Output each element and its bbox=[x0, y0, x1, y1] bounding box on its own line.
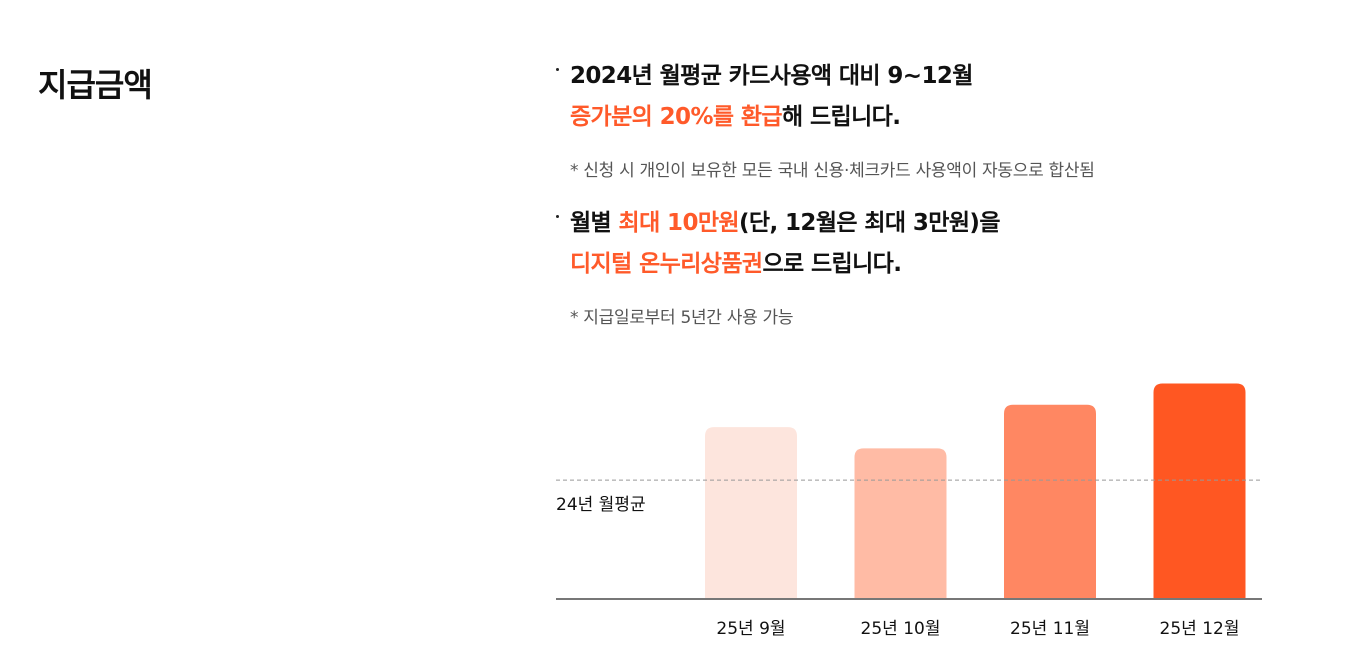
point-line-2: 디지털 온누리상품권으로 드립니다. bbox=[556, 244, 1000, 285]
point-line-1: 월별 최대 10만원(단, 12월은 최대 3만원)을 bbox=[556, 203, 1000, 244]
point-line-2: 증가분의 20%를 환급해 드립니다. bbox=[556, 97, 973, 138]
x-tick-label: 25년 10월 bbox=[861, 619, 941, 639]
section-title: 지급금액 bbox=[38, 66, 153, 104]
content-area: 2024년 월평균 카드사용액 대비 9~12월 증가분의 20%를 환급해 드… bbox=[556, 0, 1296, 666]
text-segment: 월별 bbox=[570, 210, 619, 236]
point-line-1: 2024년 월평균 카드사용액 대비 9~12월 bbox=[556, 56, 973, 97]
benefit-point-refund: 2024년 월평균 카드사용액 대비 9~12월 증가분의 20%를 환급해 드… bbox=[556, 56, 973, 138]
highlight-text: 디지털 온누리상품권 bbox=[570, 251, 763, 277]
monthly-refund-bar-chart: 24년 월평균 25년 9월 25년 10월 25년 11월 25년 12월 bbox=[556, 383, 1262, 639]
bar-1 bbox=[705, 427, 797, 598]
bar-2 bbox=[854, 448, 947, 598]
x-tick-labels: 25년 9월 25년 10월 25년 11월 25년 12월 bbox=[716, 619, 1239, 639]
bar-4 bbox=[1153, 383, 1246, 598]
point-note: * 신청 시 개인이 보유한 모든 국내 신용·체크카드 사용액이 자동으로 합… bbox=[570, 161, 1095, 181]
text-segment: (단, 12월은 최대 3만원)을 bbox=[739, 210, 1000, 236]
point-note: * 지급일로부터 5년간 사용 가능 bbox=[570, 308, 794, 328]
x-tick-label: 25년 12월 bbox=[1160, 619, 1240, 639]
reference-line-label: 24년 월평균 bbox=[556, 495, 646, 515]
text-segment: 해 드립니다. bbox=[782, 104, 901, 130]
text-segment: 2024년 월평균 카드사용액 대비 9~12월 bbox=[570, 63, 973, 89]
x-tick-label: 25년 9월 bbox=[716, 619, 785, 639]
benefit-point-limit: 월별 최대 10만원(단, 12월은 최대 3만원)을 디지털 온누리상품권으로… bbox=[556, 203, 1000, 285]
x-tick-label: 25년 11월 bbox=[1010, 619, 1090, 639]
bullet-dot bbox=[556, 215, 559, 218]
highlight-text: 최대 10만원 bbox=[618, 210, 740, 236]
text-segment: 으로 드립니다. bbox=[762, 251, 902, 277]
highlight-text: 증가분의 20%를 환급 bbox=[570, 104, 783, 130]
bullet-dot bbox=[556, 68, 559, 71]
bar-3 bbox=[1004, 404, 1096, 598]
bars-group bbox=[705, 383, 1246, 598]
